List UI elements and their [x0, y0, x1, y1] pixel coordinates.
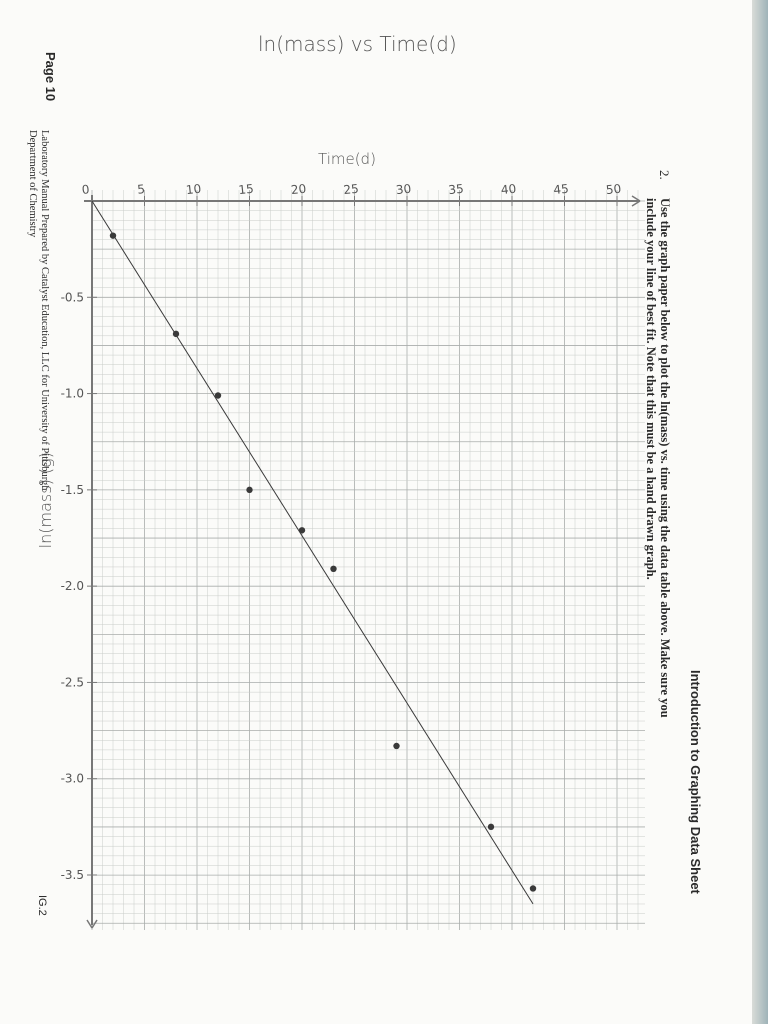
graph-paper-grid: [91, 190, 645, 930]
data-point: [214, 392, 222, 399]
data-point: [246, 486, 253, 494]
x-tick-label: 0: [81, 182, 90, 197]
y-tick-label: -3.5: [61, 868, 84, 882]
x-axis-arrow: [631, 195, 641, 207]
y-tick-label: -2.5: [61, 675, 84, 689]
y-tick-label: -2.0: [61, 579, 84, 593]
data-point: [172, 330, 180, 338]
page-edge: [752, 0, 768, 1024]
x-tick-label: 35: [448, 182, 465, 198]
data-point: [330, 565, 337, 573]
x-tick-label: 40: [500, 182, 517, 198]
x-tick-label: 30: [395, 182, 412, 198]
data-point: [487, 823, 495, 831]
best-fit-line: [91, 200, 534, 905]
y-tick-label: -3.0: [61, 772, 84, 786]
data-point: [109, 232, 117, 239]
y-axis-arrow: [86, 919, 98, 929]
x-tick-label: 50: [605, 182, 622, 198]
chart-title: ln(mass) vs Time(d): [258, 32, 457, 56]
x-tick-label: 25: [343, 182, 360, 198]
best-fit-line-group: [91, 200, 534, 905]
y-tick-label: -0.5: [61, 290, 84, 304]
data-point: [298, 527, 306, 534]
x-tick-label: 45: [553, 182, 570, 198]
x-tick-label: 20: [290, 182, 307, 198]
x-tick-label: 5: [137, 182, 146, 197]
y-tick-label: -1.0: [61, 387, 84, 401]
x-tick-label: 10: [185, 182, 202, 198]
data-point: [393, 742, 400, 750]
y-tick-label: -1.5: [61, 483, 84, 497]
x-axis-label: Time(d): [318, 150, 376, 168]
x-tick-label: 15: [238, 182, 255, 198]
data-points: [109, 232, 537, 892]
worksheet-page: [0, 0, 752, 1024]
chart-axes: [84, 195, 641, 929]
chart-ticks: 0 5 10 15 20 25 30 35 40 45 50 -0.5 -1.0 -1.5 -2.0 -2.5…: [61, 182, 622, 882]
data-point: [529, 885, 537, 892]
